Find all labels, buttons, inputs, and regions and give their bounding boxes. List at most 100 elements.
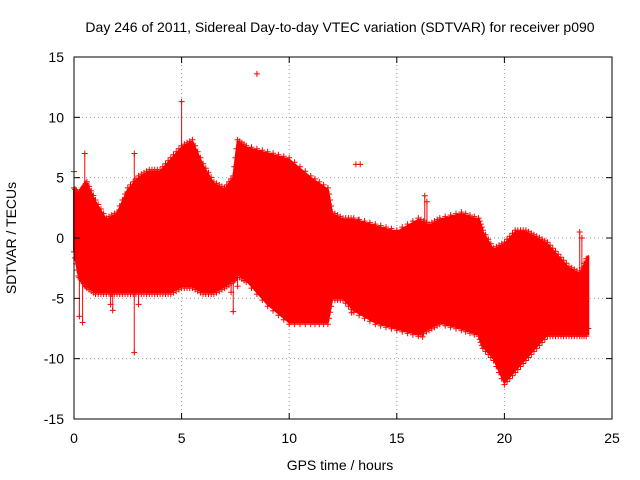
data-point	[583, 333, 590, 340]
data-point	[233, 145, 240, 152]
ticks: 0 5 10 15 20 25 -15 -10 -5 0 5 10 15	[44, 49, 620, 446]
data-point	[482, 231, 489, 238]
data-point	[487, 240, 494, 247]
data-point	[167, 154, 174, 161]
data-point	[467, 330, 473, 337]
data-point	[366, 219, 373, 226]
data-point	[286, 154, 293, 161]
data-point	[170, 151, 177, 158]
data-point	[506, 233, 513, 240]
data-point	[88, 187, 95, 194]
data-point	[476, 336, 483, 343]
data-point	[501, 239, 508, 246]
data-point	[232, 154, 239, 161]
data-point	[340, 297, 346, 304]
data-point	[436, 321, 443, 328]
data-point	[320, 181, 327, 188]
data-point	[312, 175, 318, 182]
data-point	[388, 225, 395, 232]
data-point	[200, 160, 207, 167]
data-point	[476, 218, 483, 225]
data-point	[442, 322, 449, 329]
data-point	[342, 300, 349, 307]
data-point	[482, 348, 489, 355]
data-point	[458, 327, 465, 334]
y-tick-label: 10	[48, 109, 64, 125]
data-point	[409, 218, 416, 225]
data-point	[275, 312, 282, 319]
data-point	[498, 375, 505, 382]
data-point	[409, 331, 416, 338]
data-point	[165, 157, 172, 164]
data-point	[496, 369, 502, 376]
data-point	[230, 172, 237, 179]
data-point	[324, 184, 331, 191]
data-point	[475, 215, 482, 222]
data-point	[512, 369, 519, 376]
data-point	[471, 213, 478, 220]
data-point	[74, 267, 81, 273]
data-point	[259, 147, 266, 154]
data-point	[583, 255, 590, 262]
data-point	[522, 357, 529, 364]
data-point	[302, 168, 309, 175]
data-point	[552, 248, 559, 255]
data-point	[90, 192, 97, 199]
data-point	[462, 328, 469, 335]
data-point	[326, 315, 332, 322]
data-point	[327, 197, 334, 203]
data-point	[477, 221, 484, 228]
y-tick-label: -5	[52, 290, 65, 306]
data-point	[442, 213, 449, 220]
data-point	[377, 222, 384, 229]
data-point	[208, 174, 215, 181]
data-point	[585, 325, 592, 332]
y-tick-label: -10	[44, 351, 64, 367]
data-point	[383, 324, 389, 331]
data-point	[77, 204, 84, 211]
data-point	[453, 210, 459, 217]
data-point	[194, 148, 201, 155]
data-point	[399, 224, 406, 231]
x-axis-label: GPS time / hours	[287, 457, 394, 473]
data-point	[388, 325, 395, 332]
data-point	[536, 342, 543, 349]
data-layer	[71, 70, 592, 388]
data-point	[544, 239, 551, 246]
data-point	[324, 306, 331, 313]
data-point	[477, 339, 484, 346]
data-point	[202, 165, 209, 172]
data-point	[478, 224, 485, 231]
y-tick-label: 15	[48, 49, 64, 65]
x-tick-label: 0	[70, 430, 78, 446]
data-point	[253, 145, 260, 152]
data-point	[475, 333, 482, 340]
data-point	[100, 210, 107, 217]
data-point	[275, 151, 282, 158]
data-point	[130, 178, 137, 185]
data-point	[157, 166, 164, 173]
data-point	[533, 345, 540, 352]
data-point	[253, 291, 260, 298]
data-point	[159, 163, 166, 170]
data-point	[506, 375, 513, 382]
data-point	[372, 321, 379, 328]
data-point	[485, 236, 492, 243]
data-point	[270, 150, 277, 157]
data-point	[462, 210, 469, 217]
x-tick-label: 10	[281, 430, 297, 446]
data-point	[248, 144, 255, 151]
data-point	[514, 366, 521, 373]
data-point	[509, 230, 516, 237]
data-point	[205, 169, 212, 176]
y-tick-label: 0	[56, 230, 64, 246]
data-point	[248, 285, 255, 292]
data-point	[350, 215, 357, 222]
data-point	[95, 201, 102, 208]
data-point	[467, 212, 473, 219]
chart-title: Day 246 of 2011, Sidereal Day-to-day VTE…	[85, 19, 594, 35]
data-point	[509, 372, 516, 379]
data-point	[528, 351, 535, 358]
data-point	[97, 206, 104, 212]
data-point	[417, 329, 424, 336]
